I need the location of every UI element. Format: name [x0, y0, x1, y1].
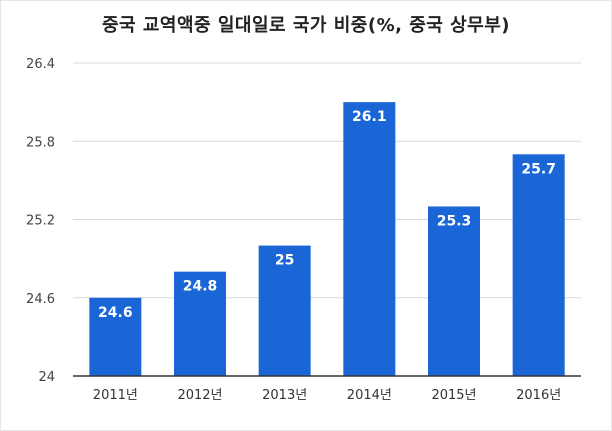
- data-label: 24.6: [98, 305, 133, 321]
- x-tick-label: 2015년: [431, 388, 476, 403]
- y-tick-label: 25.2: [26, 214, 55, 229]
- y-tick-label: 24: [38, 370, 55, 385]
- y-tick-label: 25.8: [26, 135, 55, 150]
- bar: [428, 206, 480, 376]
- x-tick-label: 2016년: [516, 388, 561, 403]
- data-label: 24.8: [183, 279, 218, 295]
- bar: [512, 154, 565, 376]
- data-label: 26.1: [352, 109, 387, 125]
- bar: [258, 245, 311, 376]
- bar: [174, 271, 226, 376]
- data-label: 25: [275, 253, 294, 269]
- y-tick-label: 24.6: [26, 292, 55, 307]
- bar: [89, 297, 142, 376]
- bar: [343, 102, 396, 376]
- chart-title: 중국 교역액중 일대일로 국가 비중(%, 중국 상무부): [101, 15, 511, 36]
- x-tick-label: 2014년: [347, 388, 392, 403]
- data-label: 25.3: [437, 213, 472, 229]
- x-tick-label: 2013년: [262, 388, 307, 403]
- x-tick-label: 2012년: [177, 388, 222, 403]
- y-tick-label: 26.4: [26, 57, 55, 72]
- data-label: 25.7: [521, 161, 556, 177]
- x-tick-label: 2011년: [93, 388, 138, 403]
